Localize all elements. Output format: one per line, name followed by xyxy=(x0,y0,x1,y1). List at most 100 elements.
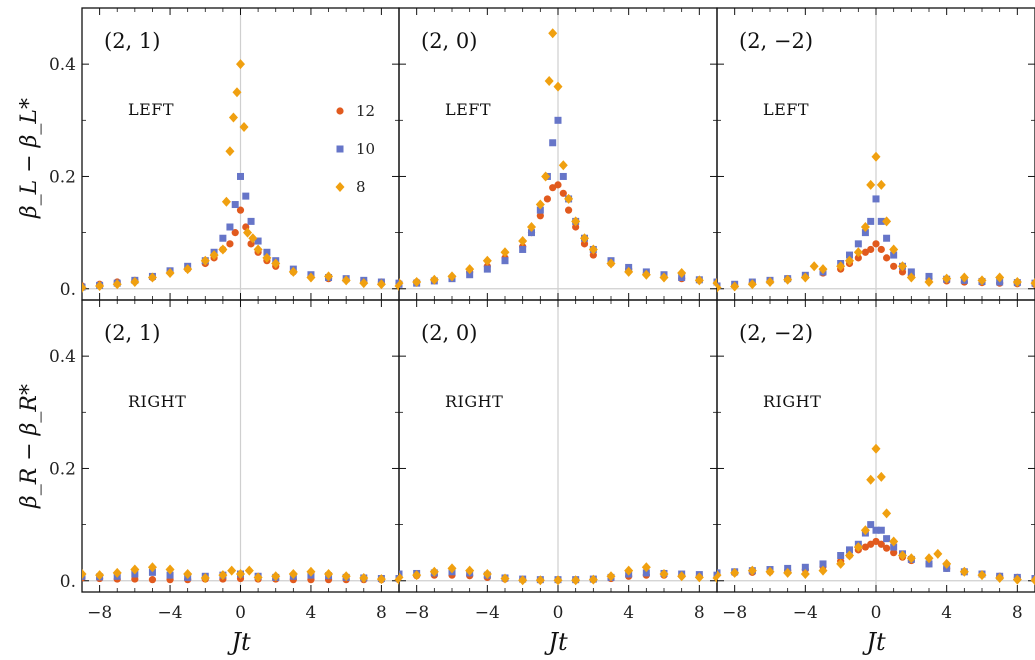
legend-marker-12 xyxy=(336,107,344,115)
point-8 xyxy=(876,471,886,482)
point-10 xyxy=(907,268,915,276)
legend-marker-8 xyxy=(335,182,345,192)
point-8 xyxy=(606,571,616,582)
x-axis-label-middle: Jt xyxy=(543,628,568,656)
point-10 xyxy=(819,560,827,568)
point-12 xyxy=(877,540,885,548)
x-tick-label: −8 xyxy=(722,603,747,623)
point-10 xyxy=(883,234,891,242)
y-axis-label-top: β_L − β_L* xyxy=(17,98,42,219)
side-label: RIGHT xyxy=(763,392,821,411)
point-8 xyxy=(227,565,237,576)
point-8 xyxy=(606,258,616,269)
point-10 xyxy=(925,272,933,280)
x-tick-label: 4 xyxy=(623,603,634,623)
panel-label: (2, 0) xyxy=(421,29,477,53)
x-tick-label: 8 xyxy=(694,603,705,623)
side-label: LEFT xyxy=(445,100,491,119)
point-10 xyxy=(837,552,845,559)
y-tick-label: 0.4 xyxy=(49,347,76,367)
axes-layer xyxy=(81,7,1035,593)
y-tick-label: 0. xyxy=(60,280,76,300)
point-8 xyxy=(818,264,828,275)
point-8 xyxy=(853,247,863,258)
point-12 xyxy=(861,543,870,551)
point-8 xyxy=(571,216,581,227)
point-8 xyxy=(800,272,810,283)
point-8 xyxy=(580,233,589,244)
point-10 xyxy=(554,116,562,124)
point-8 xyxy=(500,247,510,258)
legend: 12 10 8 xyxy=(335,102,375,196)
point-8 xyxy=(200,255,210,266)
point-8 xyxy=(232,87,242,98)
point-10 xyxy=(166,571,174,579)
point-12 xyxy=(543,195,552,203)
x-tick-label: −8 xyxy=(404,603,429,623)
point-8 xyxy=(465,565,475,576)
point-12 xyxy=(890,549,898,557)
point-8 xyxy=(800,569,810,580)
point-8 xyxy=(218,570,228,581)
point-8 xyxy=(882,216,892,227)
point-8 xyxy=(836,261,846,272)
point-8 xyxy=(898,261,907,272)
point-8 xyxy=(147,272,157,283)
point-8 xyxy=(221,196,231,207)
point-8 xyxy=(253,572,263,583)
point-8 xyxy=(95,570,105,581)
point-8 xyxy=(809,261,819,272)
point-8 xyxy=(712,278,717,289)
point-8 xyxy=(165,564,175,575)
panel-label: (2, 1) xyxy=(104,29,160,53)
x-tick-label: −4 xyxy=(793,603,818,623)
point-10 xyxy=(528,229,535,237)
point-10 xyxy=(559,172,567,180)
point-8 xyxy=(147,562,157,573)
y-axis-label-bottom-text: β_R − β_R* xyxy=(17,384,42,509)
point-8 xyxy=(165,268,175,279)
point-8 xyxy=(553,81,563,92)
point-8 xyxy=(95,280,105,291)
x-axis-label-right: Jt xyxy=(861,628,886,656)
point-10 xyxy=(399,570,403,578)
x-tick-label: 0 xyxy=(871,603,882,623)
point-8 xyxy=(239,122,249,133)
marks-bottom-right xyxy=(717,443,1035,586)
point-8 xyxy=(1030,575,1035,586)
point-8 xyxy=(717,282,722,293)
point-8 xyxy=(394,280,399,291)
point-10 xyxy=(846,251,853,259)
point-10 xyxy=(242,192,250,200)
marks-top-middle xyxy=(399,28,717,289)
point-8 xyxy=(412,277,422,288)
point-10 xyxy=(801,563,809,571)
point-8 xyxy=(641,269,651,280)
point-8 xyxy=(82,282,87,293)
x-tick-label: 8 xyxy=(1012,603,1023,623)
point-8 xyxy=(747,565,757,576)
point-10 xyxy=(846,546,853,554)
x-tick-label: −8 xyxy=(87,603,112,623)
point-8 xyxy=(853,542,863,553)
point-12 xyxy=(565,206,573,214)
point-8 xyxy=(341,571,351,582)
point-8 xyxy=(677,571,687,582)
point-12 xyxy=(580,240,589,248)
point-8 xyxy=(200,572,210,583)
point-8 xyxy=(889,244,899,255)
point-8 xyxy=(836,558,846,569)
point-8 xyxy=(359,572,369,583)
point-8 xyxy=(1012,277,1022,288)
point-8 xyxy=(183,264,193,275)
point-8 xyxy=(500,573,510,584)
y-axis-label-top-text: β_L − β_L* xyxy=(17,98,42,219)
point-10 xyxy=(549,139,557,147)
point-8 xyxy=(394,574,399,585)
y-tick-label: 0.2 xyxy=(49,167,76,187)
point-10 xyxy=(231,201,239,209)
point-8 xyxy=(262,252,272,263)
point-8 xyxy=(218,244,228,255)
point-8 xyxy=(248,233,258,244)
point-10 xyxy=(219,234,227,242)
